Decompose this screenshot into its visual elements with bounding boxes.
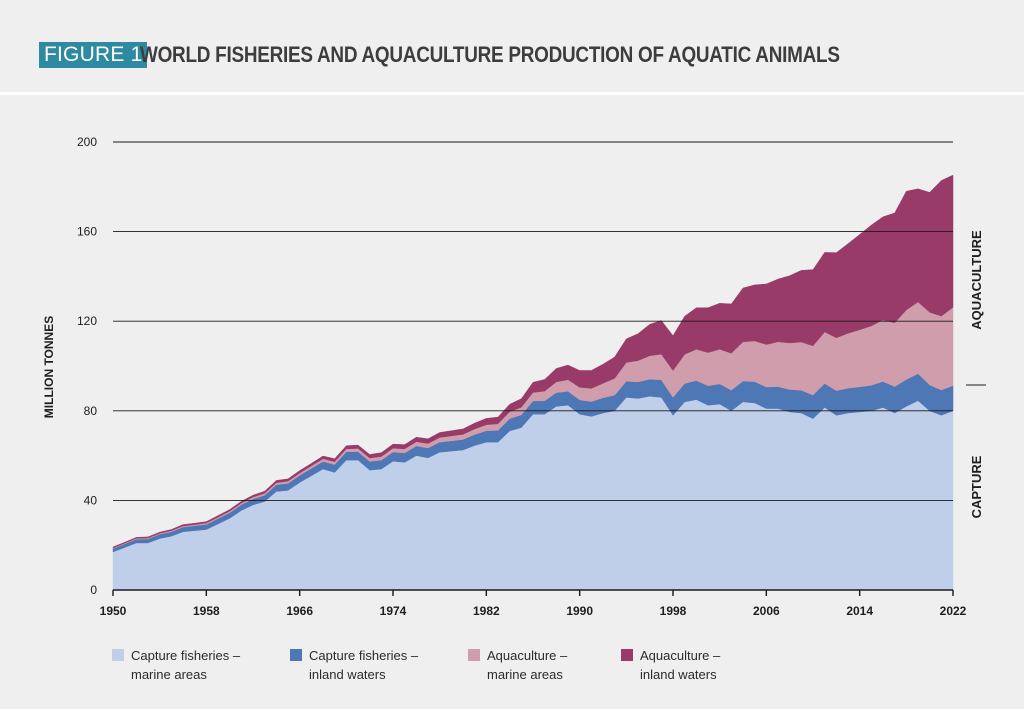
legend-label-line2: marine areas: [487, 667, 563, 682]
legend-label-line2: inland waters: [640, 667, 717, 682]
x-tick-labels: 1950 1958 1966 1974 1982 1990 1998 2006 2014 2022: [100, 590, 967, 618]
figure-title: WORLD FISHERIES AND AQUACULTURE PRODUCTI…: [140, 42, 840, 67]
legend-swatch-capture-marine: [112, 649, 124, 661]
x-tick-label: 1950: [100, 604, 127, 618]
header-divider: [0, 92, 1024, 95]
area-series-group: [112, 174, 954, 591]
y-tick-label: 0: [90, 583, 97, 597]
x-tick-label: 1966: [286, 604, 313, 618]
area-series-1: [112, 395, 954, 591]
legend-swatch-aquaculture-inland: [621, 649, 633, 661]
y-tick-label: 40: [84, 493, 98, 507]
legend: Capture fisheries – marine areas Capture…: [112, 646, 912, 690]
legend-swatch-capture-inland: [290, 649, 302, 661]
x-tick-label: 2022: [940, 604, 967, 618]
header: FIGURE 1 WORLD FISHERIES AND AQUACULTURE…: [0, 0, 1024, 92]
legend-label-line2: inland waters: [309, 667, 386, 682]
legend-label-line1: Capture fisheries –: [131, 648, 241, 663]
legend-label-line1: Aquaculture –: [640, 648, 721, 663]
gridlines: [113, 141, 953, 591]
x-tick-label: 2014: [846, 604, 873, 618]
x-tick-label: 2006: [753, 604, 780, 618]
x-tick-label: 1982: [473, 604, 500, 618]
legend-label-line1: Aquaculture –: [487, 648, 568, 663]
legend-label-line1: Capture fisheries –: [309, 648, 419, 663]
legend-label-line2: marine areas: [131, 667, 207, 682]
y-tick-label: 200: [77, 135, 97, 149]
right-label-capture: CAPTURE: [969, 455, 984, 518]
y-tick-label: 160: [77, 225, 97, 239]
x-tick-label: 1990: [566, 604, 593, 618]
figure-badge: FIGURE 1: [39, 42, 148, 68]
x-tick-label: 1998: [660, 604, 687, 618]
y-tick-label: 80: [84, 404, 98, 418]
area-series-4: [112, 174, 954, 549]
x-tick-label: 1958: [193, 604, 220, 618]
y-tick-label: 120: [77, 314, 97, 328]
x-tick-label: 1974: [380, 604, 407, 618]
y-tick-labels: 0 40 80 120 160 200: [77, 135, 97, 597]
right-label-aquaculture: AQUACULTURE: [969, 230, 984, 330]
legend-swatch-aquaculture-marine: [468, 649, 480, 661]
y-axis-label: MILLION TONNES: [42, 316, 56, 418]
